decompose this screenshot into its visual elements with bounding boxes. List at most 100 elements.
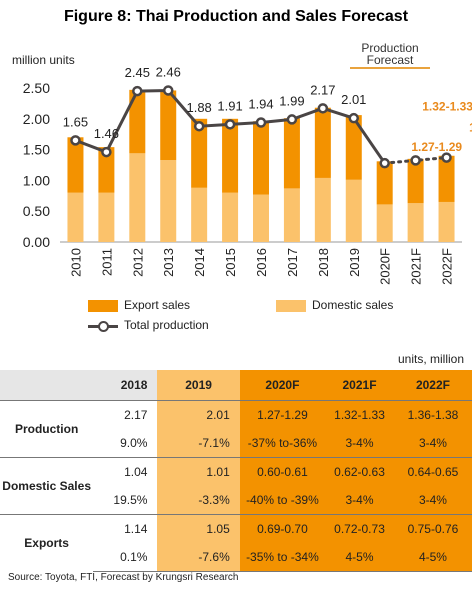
bar-export-sales [222, 118, 239, 193]
table-row: Production 2.17 2.01 1.27-1.29 1.32-1.33… [0, 400, 472, 458]
table-cell: 2.01 [157, 400, 240, 429]
table-cell: 1.27-1.29 [239, 400, 326, 429]
table-cell: 3-4% [393, 486, 472, 515]
table-cell: 1.36-1.38 [393, 400, 472, 429]
table-row: 9.0% -7.1% -37% to-36% 3-4% 3-4% [0, 429, 472, 458]
x-tick-label: 2020F [378, 248, 393, 285]
legend-label-export: Export sales [124, 298, 191, 312]
legend-domestic-sales: Domestic sales [276, 298, 393, 312]
row-label-domestic-sales: Domestic Sales [0, 457, 94, 515]
table-cell: 0.75-0.76 [393, 514, 472, 543]
table-cell: -37% to-36% [239, 429, 326, 458]
x-tick-label: 2018 [316, 248, 331, 277]
legend-export-sales: Export sales [88, 298, 190, 312]
table-cell: 0.72-0.73 [325, 514, 394, 543]
table-cell: 1.32-1.33 [325, 400, 394, 429]
annotation-forecast-line2: Forecast [367, 53, 414, 67]
table-cell: 1.05 [157, 514, 240, 543]
bar-domestic-sales [253, 194, 269, 242]
table-cell: -40% to -39% [239, 486, 326, 515]
data-label: 2.46 [156, 64, 181, 79]
data-label: 1.65 [63, 114, 88, 129]
total-production-point [379, 157, 390, 169]
data-label: 1.88 [186, 100, 211, 115]
table-cell: 0.1% [93, 543, 158, 572]
bar-domestic-sales [98, 192, 115, 242]
table-header-2018: 2018 [93, 370, 158, 401]
y-tick-label: 2.50 [23, 80, 50, 96]
y-tick-label: 2.00 [23, 111, 50, 127]
legend-swatch-total [88, 320, 118, 332]
table-cell: -7.1% [157, 429, 240, 458]
legend-swatch-export [88, 299, 118, 312]
table-units-note: units, million [397, 352, 464, 366]
total-production-point [132, 85, 143, 97]
bar-domestic-sales [438, 201, 455, 242]
legend-total-production: Total production [88, 318, 209, 332]
table-cell: 3-4% [325, 486, 394, 515]
x-tick-label: 2014 [192, 248, 207, 277]
data-label: 1.36-1.38 [469, 121, 472, 135]
bar-domestic-sales [407, 203, 424, 242]
total-production-point [70, 135, 81, 146]
table-row: Exports 1.14 1.05 0.69-0.70 0.72-0.73 0.… [0, 514, 472, 572]
bar-export-sales [253, 121, 269, 195]
table-cell: 3-4% [325, 429, 394, 458]
x-tick-label: 2021F [409, 248, 424, 285]
bar-domestic-sales [222, 192, 239, 242]
bar-export-sales [314, 107, 331, 178]
table-cell: 1.14 [93, 514, 158, 543]
table-row: 0.1% -7.6% -35% to -34% 4-5% 4-5% [0, 543, 472, 572]
table-row: 19.5% -3.3% -40% to -39% 3-4% 3-4% [0, 486, 472, 515]
legend-label-domestic: Domestic sales [312, 298, 394, 312]
x-tick-label: 2019 [347, 248, 362, 277]
table-cell: 0.69-0.70 [239, 514, 326, 543]
table-cell: -7.6% [157, 543, 240, 572]
y-axis-title: million units [12, 53, 75, 67]
total-production-point [162, 85, 174, 96]
bar-export-sales [407, 158, 424, 204]
x-tick-label: 2012 [130, 248, 145, 277]
total-production-line [74, 88, 355, 154]
x-tick-label: 2016 [254, 248, 269, 277]
table-cell: 4-5% [393, 543, 472, 572]
y-tick-label: 1.00 [23, 172, 50, 188]
bar-export-sales [67, 137, 84, 193]
table-header-2022f: 2022F [393, 370, 472, 401]
data-label: 2.17 [310, 82, 335, 97]
table-header-row: 2018 2019 2020F 2021F 2022F [0, 370, 472, 401]
table-cell: -3.3% [157, 486, 240, 515]
total-production-point [348, 112, 360, 124]
data-label: 1.46 [94, 126, 119, 141]
data-label: 1.94 [248, 96, 273, 111]
data-label: 1.99 [279, 93, 304, 108]
annotation-forecast-line1: Production [361, 41, 418, 55]
table-cell: 3-4% [393, 429, 472, 458]
table-header-2019: 2019 [157, 370, 240, 401]
total-production-line-segment [352, 117, 386, 165]
data-label: 1.27-1.29 [411, 140, 462, 154]
source-note: Source: Toyota, FTI, Forecast by Krungsr… [8, 572, 239, 583]
forecast-table: 2018 2019 2020F 2021F 2022F Production 2… [0, 370, 472, 572]
data-label: 2.01 [341, 92, 366, 107]
y-tick-label: 0.50 [23, 203, 50, 219]
total-production-point [255, 117, 267, 128]
bar-domestic-sales [314, 177, 331, 242]
legend-label-total: Total production [124, 318, 209, 332]
bar-export-sales [129, 89, 146, 154]
bar-export-sales [160, 90, 177, 161]
y-tick-label: 0.00 [23, 234, 50, 250]
table-cell: 1.01 [157, 457, 240, 486]
table-cell: -35% to -34% [239, 543, 326, 572]
total-production-point [317, 103, 329, 114]
bar-domestic-sales [191, 187, 208, 242]
data-label: 2.45 [125, 65, 150, 80]
bar-export-sales [283, 118, 300, 189]
table-cell: 0.60-0.61 [239, 457, 326, 486]
total-production-point [286, 114, 298, 125]
table-header-2020f: 2020F [239, 370, 326, 401]
bar-domestic-sales [345, 179, 362, 242]
total-production-point [193, 120, 205, 132]
bar-domestic-sales [283, 188, 300, 242]
x-tick-label: 2017 [285, 248, 300, 277]
